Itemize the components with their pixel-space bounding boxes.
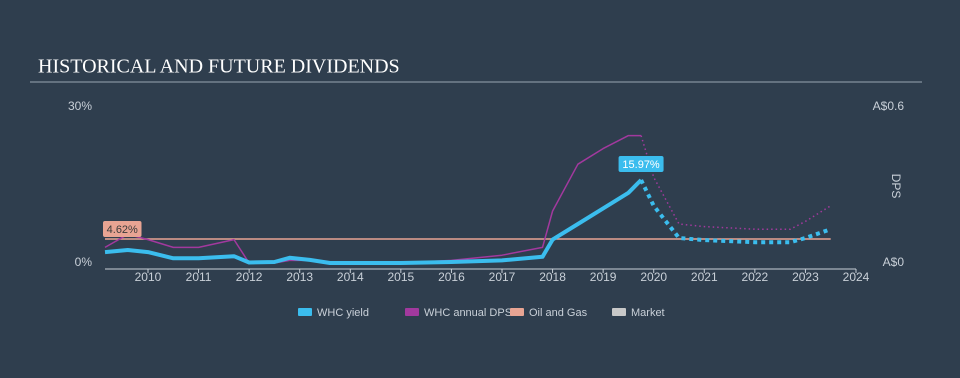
legend-label: WHC annual DPS [424, 307, 512, 319]
x-tick-label: 2019 [590, 270, 617, 284]
x-tick-label: 2021 [691, 270, 718, 284]
data-label: 15.97% [622, 159, 660, 171]
legend-swatch [405, 308, 419, 316]
x-tick-label: 2012 [236, 270, 263, 284]
x-tick-label: 2016 [438, 270, 465, 284]
x-tick-label: 2023 [792, 270, 819, 284]
y-tick-label: 0% [75, 255, 93, 269]
y2-tick-label: A$0.6 [873, 99, 905, 113]
y-tick-label: 30% [68, 99, 92, 113]
x-tick-label: 2015 [387, 270, 414, 284]
legend-swatch [612, 308, 626, 316]
data-label: 4.62% [107, 224, 138, 236]
x-tick-label: 2024 [843, 270, 870, 284]
legend-swatch [510, 308, 524, 316]
data-label-box [103, 220, 142, 237]
x-tick-label: 2020 [640, 270, 667, 284]
x-tick-label: 2018 [539, 270, 566, 284]
y2-tick-label: A$0 [883, 255, 905, 269]
legend-label: WHC yield [317, 307, 369, 319]
legend-label: Market [631, 307, 665, 319]
x-tick-label: 2022 [742, 270, 769, 284]
legend: WHC yield WHC annual DPS Oil and Gas Market [298, 307, 665, 319]
series-line [104, 178, 643, 265]
legend-label: Oil and Gas [529, 307, 588, 319]
data-label-box [618, 155, 664, 172]
x-tick-label: 2011 [186, 270, 212, 284]
y2-axis-label: DPS [889, 174, 903, 199]
legend-swatch [298, 308, 312, 316]
chart-title: HISTORICAL AND FUTURE DIVIDENDS [38, 56, 400, 78]
x-tick-label: 2010 [135, 270, 162, 284]
x-tick-label: 2014 [337, 270, 364, 284]
x-tick-label: 2013 [286, 270, 313, 284]
x-tick-label: 2017 [489, 270, 516, 284]
forecast-line [639, 179, 832, 245]
